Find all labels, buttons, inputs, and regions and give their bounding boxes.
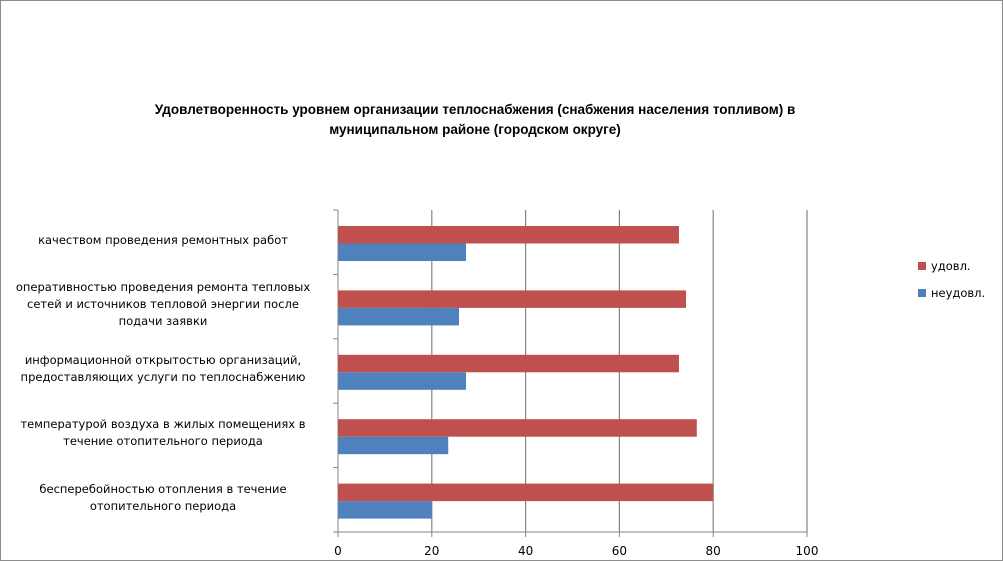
category-label-line: сетей и источников тепловой энергии посл… — [27, 297, 299, 312]
x-tick-label: 40 — [518, 544, 533, 558]
chart-title: Удовлетворенность уровнем организации те… — [100, 100, 850, 140]
category-label-line: информационной открытостью организаций, — [24, 353, 302, 367]
category-label: информационной открытостью организаций, п… — [3, 352, 323, 386]
bar-neudovl — [338, 436, 449, 455]
bar-neudovl — [338, 372, 467, 390]
category-label: оперативностью проведения ремонта теплов… — [3, 279, 323, 330]
legend-swatch — [918, 289, 926, 297]
x-tick-label: 0 — [334, 544, 342, 558]
legend-item-neudovl: неудовл. — [918, 286, 985, 300]
category-label-line: предоставляющих услуги по теплоснабжению — [20, 370, 306, 384]
bar-udovl — [338, 290, 686, 308]
legend-label: неудовл. — [931, 286, 986, 300]
legend-item-udovl: удовл. — [918, 259, 971, 273]
legend-swatch — [918, 262, 926, 270]
bar-neudovl — [338, 307, 460, 326]
category-label-line: бесперебойностью отопления в течение — [39, 481, 287, 496]
category-label: бесперебойностью отопления в течение отоп… — [3, 481, 323, 515]
title-line: муниципальном районе (городском округе) — [329, 122, 621, 137]
bar-udovl — [338, 419, 697, 437]
x-tick-label: 20 — [424, 544, 439, 558]
legend-label: удовл. — [931, 259, 971, 273]
bar-neudovl — [338, 501, 432, 519]
bar-udovl — [338, 226, 679, 244]
category-label-line: отопительного периода — [89, 498, 237, 513]
category-label-line: оперативностью проведения ремонта теплов… — [15, 280, 311, 295]
bar-udovl — [338, 354, 679, 373]
bar-neudovl — [338, 243, 467, 261]
x-tick-label: 60 — [612, 544, 627, 558]
category-label: качеством проведения ремонтных работ — [3, 232, 323, 249]
x-tick-label: 80 — [706, 544, 721, 558]
bar-udovl — [338, 483, 714, 502]
x-tick-label: 100 — [796, 544, 819, 558]
category-label-line: течение отопительного периода — [63, 434, 263, 449]
category-label: температурой воздуха в жилых помещениях … — [3, 416, 323, 450]
category-label-line: качеством проведения ремонтных работ — [38, 232, 288, 247]
category-label-line: подачи заявки — [118, 314, 208, 329]
category-label-line: температурой воздуха в жилых помещениях … — [20, 417, 306, 432]
title-line: Удовлетворенность уровнем организации те… — [154, 102, 796, 117]
